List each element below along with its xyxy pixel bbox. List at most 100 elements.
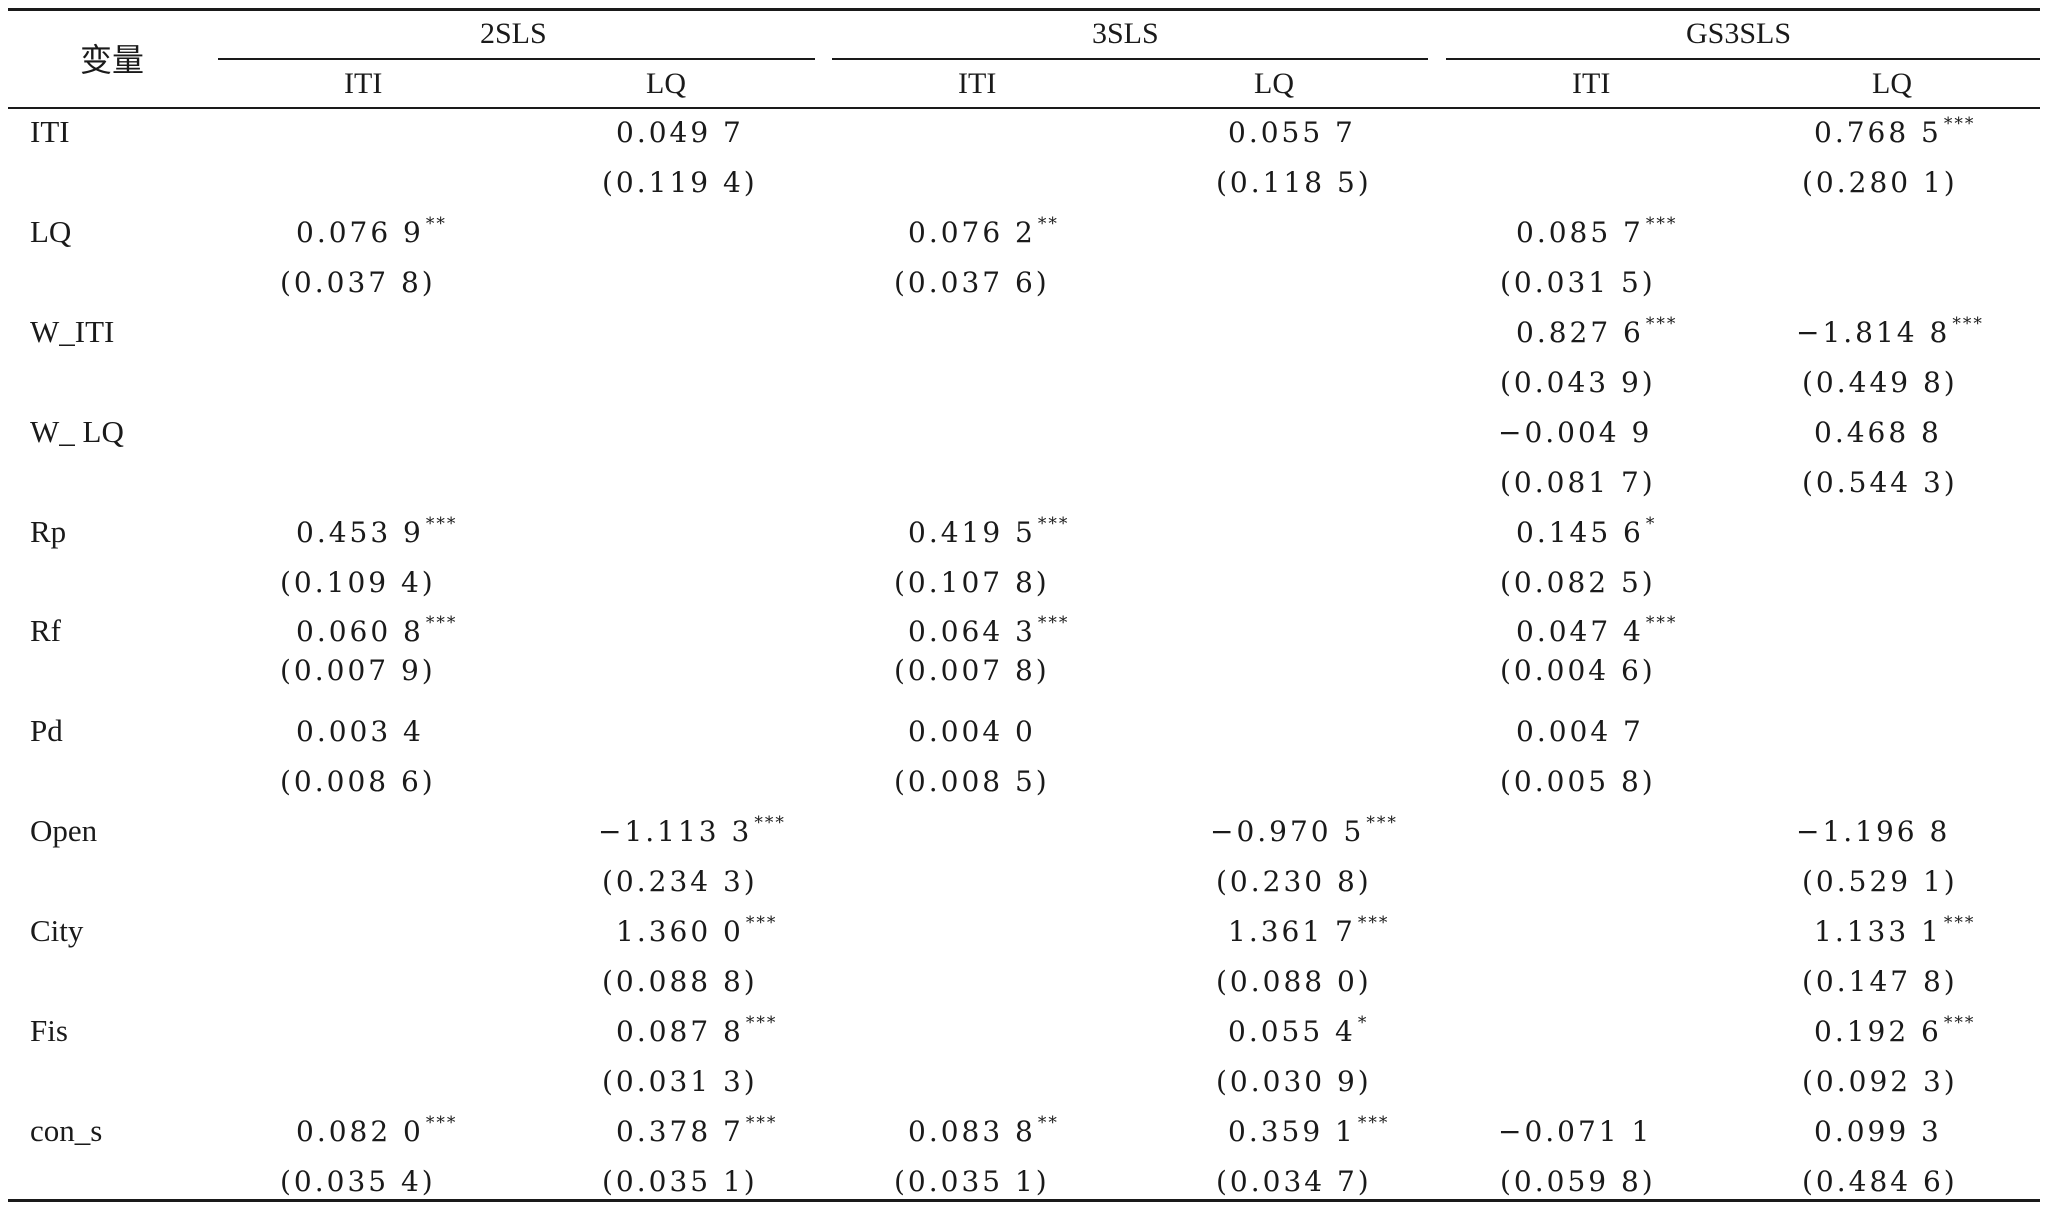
row-label-lq: LQ [30, 214, 72, 249]
se-cell: (0.007 9) [280, 654, 436, 687]
significance-stars: ** [1037, 214, 1059, 234]
se-cell: (0.037 6) [894, 266, 1050, 299]
coef-cell: 0.060 8 *** [296, 613, 458, 648]
group-underline-3sls [832, 58, 1428, 60]
se-cell: (0.449 8) [1802, 366, 1958, 399]
coef-cell: −1.814 8 *** [1796, 314, 1984, 349]
coef-cell: 0.468 8 [1814, 416, 1942, 449]
se-cell: (0.007 8) [894, 654, 1050, 687]
coef-cell: 0.082 0 *** [296, 1113, 458, 1148]
coef-cell: 0.145 6 * [1516, 514, 1657, 549]
se-cell: (0.484 6) [1802, 1165, 1958, 1198]
se-cell: (0.030 9) [1216, 1065, 1372, 1098]
se-cell: (0.004 6) [1500, 654, 1656, 687]
top-rule [8, 8, 2040, 11]
se-cell: (0.035 4) [280, 1165, 436, 1198]
subheader-3sls-lq: LQ [1254, 67, 1294, 100]
coef-cell: 1.133 1 *** [1814, 913, 1976, 948]
se-cell: (0.147 8) [1802, 965, 1958, 998]
group-header-gs3sls: GS3SLS [1686, 17, 1792, 50]
coef-cell: 0.049 7 [616, 116, 744, 149]
coef-cell: 0.419 5 *** [908, 514, 1070, 549]
significance-stars: *** [1943, 114, 1976, 134]
se-cell: (0.035 1) [894, 1165, 1050, 1198]
significance-stars: *** [745, 1013, 778, 1033]
coef-cell: 0.064 3 *** [908, 613, 1070, 648]
row-label-w-iti: W_ITI [30, 314, 115, 349]
se-cell: (0.088 8) [602, 965, 758, 998]
significance-stars: *** [1037, 613, 1070, 633]
coef-cell: −1.196 8 [1796, 815, 1951, 848]
significance-stars: *** [1645, 613, 1678, 633]
se-cell: (0.059 8) [1500, 1165, 1656, 1198]
se-cell: (0.230 8) [1216, 865, 1372, 898]
significance-stars: *** [1366, 813, 1398, 833]
significance-stars: *** [425, 613, 458, 633]
significance-stars: *** [425, 514, 458, 534]
se-cell: (0.031 3) [602, 1065, 758, 1098]
se-cell: (0.035 1) [602, 1165, 758, 1198]
coef-cell: 0.099 3 [1814, 1115, 1942, 1148]
row-label-pd: Pd [30, 713, 63, 748]
significance-stars: * [1357, 1013, 1369, 1033]
coef-cell: 0.055 7 [1228, 116, 1356, 149]
se-cell: (0.107 8) [894, 566, 1050, 599]
se-cell: (0.088 0) [1216, 965, 1372, 998]
coef-cell: 0.087 8 *** [616, 1013, 778, 1048]
significance-stars: *** [1037, 514, 1070, 534]
subheader-gs3sls-iti: ITI [1572, 67, 1611, 100]
group-header-2sls: 2SLS [480, 17, 547, 50]
coef-cell: 0.827 6 *** [1516, 314, 1678, 349]
significance-stars: *** [1943, 913, 1976, 933]
significance-stars: *** [1357, 1113, 1390, 1133]
coef-cell: 0.076 2 ** [908, 214, 1059, 249]
row-label-iti: ITI [30, 114, 70, 149]
coef-cell: 1.360 0 *** [616, 913, 778, 948]
se-cell: (0.529 1) [1802, 865, 1958, 898]
coef-cell: 0.003 4 [296, 715, 424, 748]
row-label-fis: Fis [30, 1013, 68, 1048]
significance-stars: *** [425, 1113, 458, 1133]
coef-cell: −1.113 3 *** [598, 813, 786, 848]
significance-stars: ** [1037, 1113, 1059, 1133]
coef-cell: 0.004 0 [908, 715, 1036, 748]
significance-stars: *** [745, 1113, 778, 1133]
coef-cell: 0.047 4 *** [1516, 613, 1678, 648]
se-cell: (0.119 4) [602, 166, 758, 199]
se-cell: (0.092 3) [1802, 1065, 1958, 1098]
corner-label: 变量 [80, 41, 145, 79]
coef-cell: 0.768 5 *** [1814, 114, 1976, 149]
coef-cell: 0.359 1 *** [1228, 1113, 1390, 1148]
subheader-2sls-iti: ITI [344, 67, 383, 100]
subheader-2sls-lq: LQ [646, 67, 686, 100]
row-label-city: City [30, 913, 84, 948]
se-cell: (0.234 3) [602, 865, 758, 898]
coef-cell: 0.076 9 ** [296, 214, 447, 249]
se-cell: (0.031 5) [1500, 266, 1656, 299]
significance-stars: *** [754, 813, 786, 833]
coef-cell: 0.004 7 [1516, 715, 1644, 748]
row-label-w-lq: W_ LQ [30, 414, 124, 449]
coef-cell: 0.453 9 *** [296, 514, 458, 549]
row-label-rf: Rf [30, 613, 61, 648]
significance-stars: *** [1645, 214, 1678, 234]
coef-cell: 0.085 7 *** [1516, 214, 1678, 249]
group-underline-2sls [218, 58, 815, 60]
subheader-gs3sls-lq: LQ [1872, 67, 1912, 100]
significance-stars: ** [425, 214, 447, 234]
se-cell: (0.008 5) [894, 765, 1050, 798]
se-cell: (0.109 4) [280, 566, 436, 599]
bottom-rule [8, 1199, 2040, 1202]
coef-cell: 1.361 7 *** [1228, 913, 1390, 948]
significance-stars: *** [745, 913, 778, 933]
se-cell: (0.544 3) [1802, 466, 1958, 499]
se-cell: (0.118 5) [1216, 166, 1372, 199]
significance-stars: *** [1943, 1013, 1976, 1033]
se-cell: (0.081 7) [1500, 466, 1656, 499]
significance-stars: *** [1952, 314, 1984, 334]
group-header-3sls: 3SLS [1092, 17, 1159, 50]
coef-cell: −0.071 1 [1498, 1115, 1653, 1148]
se-cell: (0.280 1) [1802, 166, 1958, 199]
header-rule [8, 107, 2040, 109]
row-label-open: Open [30, 813, 98, 848]
